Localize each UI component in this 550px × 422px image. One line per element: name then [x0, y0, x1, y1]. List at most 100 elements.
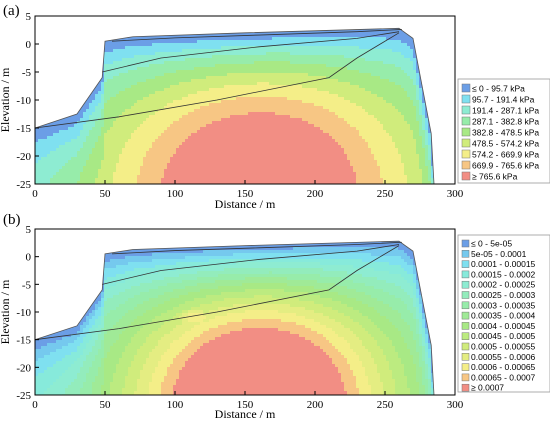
contour-cell — [134, 73, 138, 77]
contour-cell — [173, 37, 177, 41]
contour-cell — [170, 157, 174, 161]
contour-cell — [263, 73, 267, 77]
contour-cell — [71, 91, 75, 95]
contour-cell — [104, 94, 108, 98]
contour-cell — [155, 94, 159, 98]
contour-cell — [137, 106, 141, 110]
contour-cell — [95, 49, 99, 53]
contour-cell — [110, 136, 114, 140]
contour-cell — [167, 79, 171, 83]
contour-cell — [77, 34, 81, 38]
contour-cell — [38, 139, 42, 143]
contour-cell — [98, 106, 102, 110]
contour-cell — [284, 100, 288, 104]
contour-cell — [296, 157, 300, 161]
contour-cell — [116, 166, 120, 170]
contour-cell — [110, 115, 114, 119]
contour-cell — [275, 37, 279, 41]
contour-cell — [59, 163, 63, 167]
contour-cell — [293, 106, 297, 110]
contour-cell — [212, 94, 216, 98]
contour-cell — [101, 175, 105, 179]
contour-cell — [302, 34, 306, 38]
contour-cell — [86, 55, 90, 59]
contour-cell — [194, 100, 198, 104]
contour-cell — [299, 160, 303, 164]
contour-cell — [77, 91, 81, 95]
contour-cell — [197, 85, 201, 89]
contour-cell — [137, 100, 141, 104]
contour-cell — [275, 124, 279, 128]
contour-cell — [35, 136, 39, 140]
contour-cell — [278, 82, 282, 86]
contour-cell — [176, 175, 180, 179]
contour-cell — [50, 172, 54, 176]
contour-cell — [131, 28, 135, 29]
contour-cell — [137, 130, 141, 134]
contour-cell — [74, 106, 78, 110]
contour-cell — [92, 115, 96, 119]
contour-cell — [68, 97, 72, 101]
contour-cell — [185, 52, 189, 56]
contour-cell — [161, 100, 165, 104]
contour-cell — [212, 172, 216, 176]
contour-cell — [299, 37, 303, 41]
contour-cell — [164, 166, 168, 170]
contour-cell — [53, 91, 57, 95]
contour-cell — [224, 130, 228, 134]
contour-cell — [74, 79, 78, 83]
contour-cell — [263, 94, 267, 98]
contour-cell — [206, 88, 210, 92]
contour-cell — [56, 142, 60, 146]
contour-cell — [152, 31, 156, 35]
contour-cell — [125, 37, 129, 41]
contour-cell — [74, 145, 78, 149]
contour-cell — [86, 37, 90, 41]
contour-cell — [248, 109, 252, 113]
contour-cell — [86, 19, 90, 23]
contour-cell — [194, 28, 198, 29]
contour-cell — [221, 178, 225, 182]
contour-cell — [236, 169, 240, 173]
contour-cell — [77, 124, 81, 128]
contour-cell — [167, 49, 171, 53]
contour-cell — [122, 127, 126, 131]
contour-cell — [170, 100, 174, 104]
contour-cell — [254, 148, 258, 152]
contour-cell — [137, 67, 141, 71]
contour-cell — [95, 91, 99, 95]
contour-cell — [272, 148, 276, 152]
contour-cell — [248, 76, 252, 80]
contour-cell — [188, 139, 192, 143]
contour-cell — [272, 163, 276, 167]
contour-cell — [53, 79, 57, 83]
contour-cell — [233, 163, 237, 167]
contour-cell — [284, 16, 288, 20]
contour-cell — [215, 70, 219, 74]
contour-cell — [233, 94, 237, 98]
contour-cell — [125, 19, 129, 23]
contour-cell — [35, 157, 39, 161]
contour-cell — [119, 64, 123, 68]
contour-cell — [275, 142, 279, 146]
contour-cell — [188, 70, 192, 74]
contour-cell — [257, 133, 261, 137]
contour-cell — [275, 100, 279, 104]
contour-cell — [119, 151, 123, 155]
contour-cell — [254, 163, 258, 167]
contour-cell — [137, 94, 141, 98]
contour-cell — [143, 52, 147, 56]
contour-cell — [203, 154, 207, 158]
contour-cell — [266, 163, 270, 167]
contour-cell — [149, 91, 153, 95]
contour-cell — [167, 145, 171, 149]
contour-cell — [143, 34, 147, 38]
contour-cell — [284, 169, 288, 173]
contour-cell — [41, 37, 45, 41]
contour-cell — [104, 181, 108, 184]
contour-cell — [188, 133, 192, 137]
contour-cell — [212, 109, 216, 113]
contour-cell — [92, 160, 96, 164]
contour-cell — [92, 118, 96, 122]
contour-cell — [155, 160, 159, 164]
